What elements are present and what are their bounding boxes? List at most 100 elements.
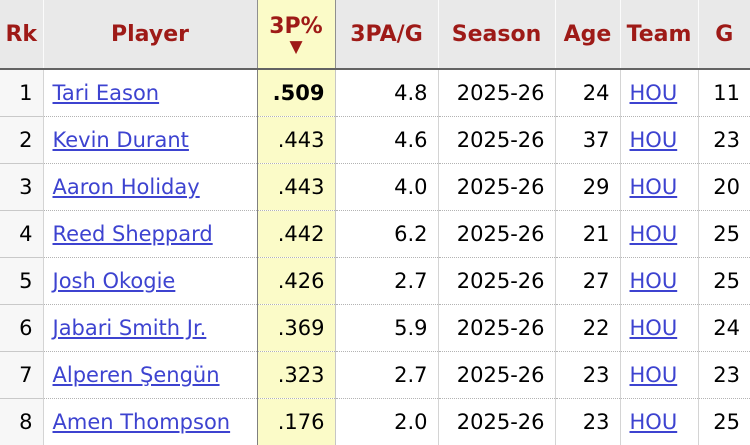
cell-rank: 6: [0, 303, 43, 351]
cell-season: 2025-26: [437, 69, 555, 116]
cell-player: Josh Okogie: [42, 256, 257, 304]
team-link[interactable]: HOU: [629, 315, 678, 340]
player-link[interactable]: Kevin Durant: [52, 127, 189, 152]
table-row: 7 Alperen Şengün .323 2.7 2025-26 23 HOU…: [0, 350, 750, 398]
cell-3p-pct: .369: [256, 303, 336, 351]
cell-3pa-per-g: 4.6: [335, 115, 438, 163]
cell-3pa-per-g: 2.0: [335, 397, 438, 445]
cell-rank: 4: [0, 209, 43, 257]
cell-player: Amen Thompson: [42, 397, 257, 445]
cell-player: Aaron Holiday: [42, 162, 257, 210]
cell-games: 24: [697, 303, 750, 351]
column-header-3p-pct[interactable]: 3P% ▼: [256, 0, 336, 70]
cell-3p-pct: .176: [256, 397, 336, 445]
column-header-rank[interactable]: Rk: [0, 0, 43, 70]
cell-3p-pct: .323: [256, 350, 336, 398]
player-link[interactable]: Alperen Şengün: [52, 362, 220, 387]
cell-3pa-per-g: 4.0: [335, 162, 438, 210]
column-header-player[interactable]: Player: [42, 0, 257, 70]
player-link[interactable]: Josh Okogie: [52, 268, 176, 293]
cell-season: 2025-26: [437, 115, 555, 163]
cell-3pa-per-g: 4.8: [394, 80, 428, 105]
cell-team: HOU: [619, 303, 698, 351]
cell-3pa-per-g: 2.7: [335, 256, 438, 304]
cell-3p-pct: .509: [256, 69, 336, 116]
cell-player: Jabari Smith Jr.: [42, 303, 257, 351]
cell-season: 2025-26: [437, 303, 555, 351]
cell-age: 23: [554, 397, 620, 445]
cell-games: 23: [697, 115, 750, 163]
cell-team: HOU: [619, 162, 698, 210]
cell-age: 21: [554, 209, 620, 257]
cell-season: 2025-26: [437, 256, 555, 304]
cell-games: 25: [697, 209, 750, 257]
cell-3p-pct: .442: [256, 209, 336, 257]
cell-games: 23: [697, 350, 750, 398]
team-link[interactable]: HOU: [629, 221, 678, 246]
cell-rank: 3: [0, 162, 43, 210]
team-link[interactable]: HOU: [629, 362, 678, 387]
cell-age: 29: [554, 162, 620, 210]
team-link[interactable]: HOU: [629, 80, 678, 105]
cell-3p-pct: .426: [256, 256, 336, 304]
cell-age: 23: [554, 350, 620, 398]
table-row: 8 Amen Thompson .176 2.0 2025-26 23 HOU …: [0, 397, 750, 445]
cell-3pa-per-g: 6.2: [335, 209, 438, 257]
team-link[interactable]: HOU: [629, 268, 678, 293]
player-link[interactable]: Aaron Holiday: [52, 174, 200, 199]
player-link[interactable]: Amen Thompson: [52, 409, 231, 434]
column-header-team[interactable]: Team: [619, 0, 698, 70]
table-row: 4 Reed Sheppard .442 6.2 2025-26 21 HOU …: [0, 209, 750, 257]
sort-desc-icon: ▼: [289, 36, 303, 57]
cell-team: HOU: [619, 397, 698, 445]
table-body: 1 Tari Eason .509 4.8 2025-26 24 HOU 11 …: [0, 69, 750, 445]
cell-games: 11: [697, 69, 750, 116]
cell-team: HOU: [619, 350, 698, 398]
team-link[interactable]: HOU: [629, 174, 678, 199]
team-link[interactable]: HOU: [629, 409, 678, 434]
column-header-age[interactable]: Age: [554, 0, 620, 70]
cell-season: 2025-26: [437, 350, 555, 398]
cell-games: 20: [697, 162, 750, 210]
column-header-season[interactable]: Season: [437, 0, 555, 70]
table-row: 1 Tari Eason .509 4.8 2025-26 24 HOU 11: [0, 69, 750, 116]
cell-team: HOU: [619, 115, 698, 163]
cell-3pa-per-g: 5.9: [335, 303, 438, 351]
cell-team: HOU: [619, 256, 698, 304]
cell-age: 37: [554, 115, 620, 163]
cell-rank: 2: [0, 115, 43, 163]
cell-team: HOU: [619, 209, 698, 257]
cell-rank: 8: [0, 397, 43, 445]
cell-age: 22: [554, 303, 620, 351]
player-link[interactable]: Tari Eason: [52, 80, 160, 105]
cell-age: 27: [554, 256, 620, 304]
cell-season: 2025-26: [437, 397, 555, 445]
table-row: 5 Josh Okogie .426 2.7 2025-26 27 HOU 25: [0, 256, 750, 304]
cell-rank: 5: [0, 256, 43, 304]
column-header-3p-pct-label: 3P%: [269, 13, 323, 39]
cell-games: 25: [697, 397, 750, 445]
player-link[interactable]: Reed Sheppard: [52, 221, 213, 246]
cell-team: HOU: [619, 69, 698, 116]
table-row: 3 Aaron Holiday .443 4.0 2025-26 29 HOU …: [0, 162, 750, 210]
table-row: 6 Jabari Smith Jr. .369 5.9 2025-26 22 H…: [0, 303, 750, 351]
cell-player: Tari Eason: [42, 69, 257, 116]
table-row: 2 Kevin Durant .443 4.6 2025-26 37 HOU 2…: [0, 115, 750, 163]
player-link[interactable]: Jabari Smith Jr.: [52, 315, 207, 340]
column-header-3pa-per-g[interactable]: 3PA/G: [335, 0, 438, 70]
cell-rank: 1: [0, 69, 43, 116]
cell-games: 25: [697, 256, 750, 304]
cell-player: Kevin Durant: [42, 115, 257, 163]
cell-player: Reed Sheppard: [42, 209, 257, 257]
cell-3p-pct: .443: [256, 162, 336, 210]
cell-season: 2025-26: [437, 162, 555, 210]
header-row: Rk Player 3P% ▼ 3PA/G Season Age Team G: [0, 0, 750, 70]
column-header-games[interactable]: G: [697, 0, 750, 70]
cell-age: 24: [554, 69, 620, 116]
cell-rank: 7: [0, 350, 43, 398]
cell-3pa-per-g: 2.7: [335, 350, 438, 398]
team-link[interactable]: HOU: [629, 127, 678, 152]
cell-player: Alperen Şengün: [42, 350, 257, 398]
cell-season: 2025-26: [437, 209, 555, 257]
